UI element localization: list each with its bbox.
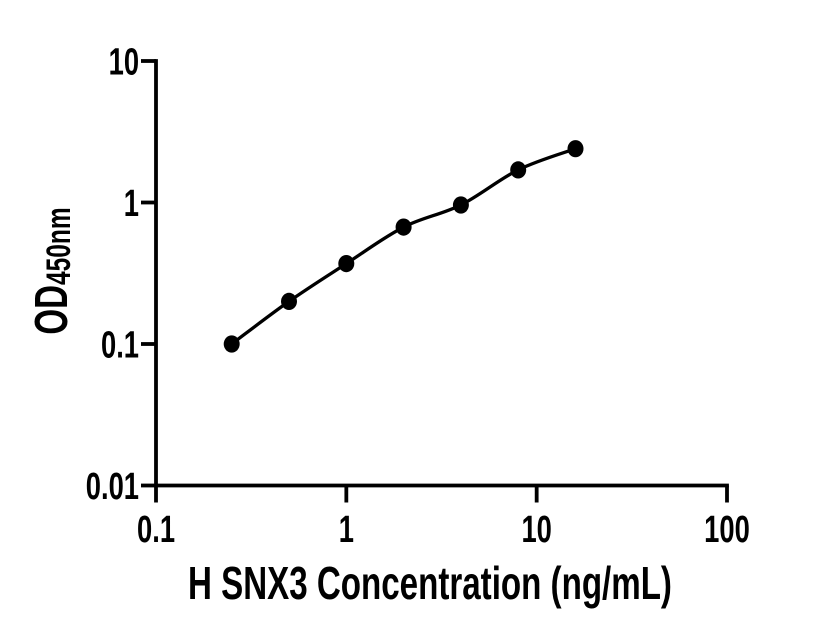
data-point-marker (338, 255, 355, 273)
x-tick-label: 0.1 (137, 509, 175, 551)
x-tick-label: 100 (704, 509, 750, 551)
y-axis-title: OD450nm (25, 207, 78, 335)
data-point-marker (452, 196, 469, 214)
y-tick-label: 1 (124, 183, 139, 225)
y-tick-label: 0.01 (86, 466, 139, 508)
data-point-marker (281, 292, 297, 310)
y-axis-title-main: OD (25, 284, 78, 335)
data-point-marker (567, 140, 584, 158)
data-point-marker (510, 161, 527, 179)
data-point-marker (223, 335, 240, 353)
x-tick-label: 10 (521, 509, 551, 551)
y-tick-label: 0.1 (101, 324, 139, 366)
standard-curve-line (230, 147, 578, 346)
data-point-marker (395, 218, 412, 236)
y-tick-label: 10 (109, 41, 139, 83)
axis-frame (154, 59, 729, 488)
x-axis-title: H SNX3 Concentration (ng/mL) (188, 557, 672, 609)
x-tick-label: 1 (339, 509, 354, 551)
y-axis-title-subscript: 450nm (39, 207, 78, 285)
